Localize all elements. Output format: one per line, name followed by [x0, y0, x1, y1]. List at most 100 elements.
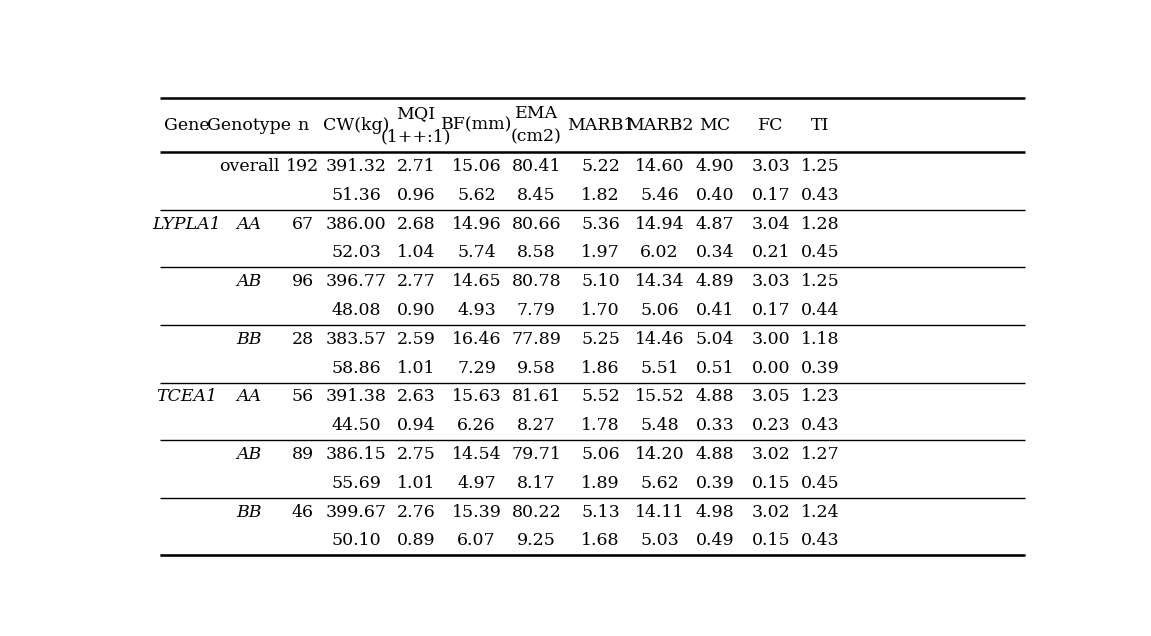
Text: 15.39: 15.39	[451, 504, 502, 521]
Text: 1.86: 1.86	[581, 359, 620, 377]
Text: 55.69: 55.69	[331, 475, 381, 492]
Text: 0.44: 0.44	[801, 302, 839, 319]
Text: 5.74: 5.74	[457, 244, 496, 261]
Text: 2.75: 2.75	[396, 446, 435, 463]
Text: 79.71: 79.71	[511, 446, 562, 463]
Text: 14.65: 14.65	[452, 273, 502, 290]
Text: 80.22: 80.22	[511, 504, 562, 521]
Text: 14.46: 14.46	[634, 331, 684, 348]
Text: 5.06: 5.06	[640, 302, 679, 319]
Text: 77.89: 77.89	[511, 331, 562, 348]
Text: 3.02: 3.02	[752, 446, 791, 463]
Text: MARB2: MARB2	[626, 117, 693, 134]
Text: FC: FC	[759, 117, 784, 134]
Text: 52.03: 52.03	[331, 244, 381, 261]
Text: Gene: Gene	[163, 117, 209, 134]
Text: 67: 67	[291, 216, 314, 233]
Text: 1.01: 1.01	[397, 475, 435, 492]
Text: 1.18: 1.18	[801, 331, 839, 348]
Text: BF(mm): BF(mm)	[441, 117, 512, 134]
Text: 5.03: 5.03	[640, 532, 679, 550]
Text: 89: 89	[291, 446, 314, 463]
Text: 4.97: 4.97	[457, 475, 496, 492]
Text: 80.66: 80.66	[511, 216, 562, 233]
Text: 396.77: 396.77	[326, 273, 387, 290]
Text: 5.22: 5.22	[581, 158, 620, 175]
Text: 5.51: 5.51	[640, 359, 679, 377]
Text: 0.33: 0.33	[695, 417, 734, 434]
Text: overall: overall	[219, 158, 280, 175]
Text: 0.34: 0.34	[695, 244, 734, 261]
Text: 48.08: 48.08	[331, 302, 381, 319]
Text: 4.88: 4.88	[695, 389, 734, 405]
Text: 15.52: 15.52	[634, 389, 685, 405]
Text: 0.00: 0.00	[752, 359, 791, 377]
Text: 96: 96	[291, 273, 314, 290]
Text: 15.63: 15.63	[451, 389, 502, 405]
Text: 0.43: 0.43	[801, 187, 839, 204]
Text: 8.58: 8.58	[517, 244, 556, 261]
Text: EMA: EMA	[514, 105, 558, 122]
Text: 5.36: 5.36	[581, 216, 620, 233]
Text: 14.11: 14.11	[634, 504, 684, 521]
Text: 1.70: 1.70	[581, 302, 620, 319]
Text: AB: AB	[236, 273, 261, 290]
Text: 56: 56	[291, 389, 314, 405]
Text: 46: 46	[291, 504, 314, 521]
Text: 1.01: 1.01	[397, 359, 435, 377]
Text: 5.04: 5.04	[695, 331, 734, 348]
Text: 1.28: 1.28	[801, 216, 839, 233]
Text: 7.79: 7.79	[517, 302, 556, 319]
Text: 192: 192	[287, 158, 319, 175]
Text: 2.71: 2.71	[397, 158, 435, 175]
Text: 28: 28	[291, 331, 314, 348]
Text: 1.25: 1.25	[801, 273, 839, 290]
Text: 5.62: 5.62	[640, 475, 679, 492]
Text: 1.89: 1.89	[581, 475, 620, 492]
Text: 15.06: 15.06	[452, 158, 502, 175]
Text: 0.49: 0.49	[695, 532, 734, 550]
Text: 0.15: 0.15	[752, 475, 791, 492]
Text: 6.02: 6.02	[640, 244, 679, 261]
Text: 4.87: 4.87	[695, 216, 734, 233]
Text: 1.68: 1.68	[581, 532, 620, 550]
Text: 51.36: 51.36	[331, 187, 381, 204]
Text: 2.59: 2.59	[396, 331, 435, 348]
Text: 3.03: 3.03	[752, 158, 791, 175]
Text: 2.76: 2.76	[397, 504, 435, 521]
Text: 14.34: 14.34	[634, 273, 685, 290]
Text: 5.06: 5.06	[581, 446, 620, 463]
Text: 50.10: 50.10	[331, 532, 381, 550]
Text: 1.24: 1.24	[801, 504, 839, 521]
Text: 81.61: 81.61	[511, 389, 562, 405]
Text: 3.02: 3.02	[752, 504, 791, 521]
Text: 2.68: 2.68	[397, 216, 435, 233]
Text: 5.52: 5.52	[581, 389, 620, 405]
Text: 5.62: 5.62	[457, 187, 496, 204]
Text: 0.89: 0.89	[397, 532, 435, 550]
Text: 0.39: 0.39	[695, 475, 734, 492]
Text: MQI: MQI	[396, 105, 435, 122]
Text: AA: AA	[237, 216, 261, 233]
Text: 4.90: 4.90	[695, 158, 734, 175]
Text: 1.04: 1.04	[397, 244, 435, 261]
Text: AB: AB	[236, 446, 261, 463]
Text: 5.48: 5.48	[640, 417, 679, 434]
Text: 4.93: 4.93	[457, 302, 496, 319]
Text: 7.29: 7.29	[457, 359, 496, 377]
Text: 80.78: 80.78	[511, 273, 562, 290]
Text: 0.45: 0.45	[801, 475, 839, 492]
Text: 3.03: 3.03	[752, 273, 791, 290]
Text: 0.45: 0.45	[801, 244, 839, 261]
Text: n: n	[297, 117, 308, 134]
Text: 0.41: 0.41	[695, 302, 734, 319]
Text: TCEA1: TCEA1	[157, 389, 218, 405]
Text: 1.27: 1.27	[801, 446, 839, 463]
Text: 9.25: 9.25	[517, 532, 556, 550]
Text: 0.39: 0.39	[801, 359, 839, 377]
Text: 0.17: 0.17	[752, 302, 791, 319]
Text: LYPLA1: LYPLA1	[152, 216, 221, 233]
Text: (1++:1): (1++:1)	[381, 128, 451, 146]
Text: 391.32: 391.32	[326, 158, 387, 175]
Text: 5.10: 5.10	[581, 273, 620, 290]
